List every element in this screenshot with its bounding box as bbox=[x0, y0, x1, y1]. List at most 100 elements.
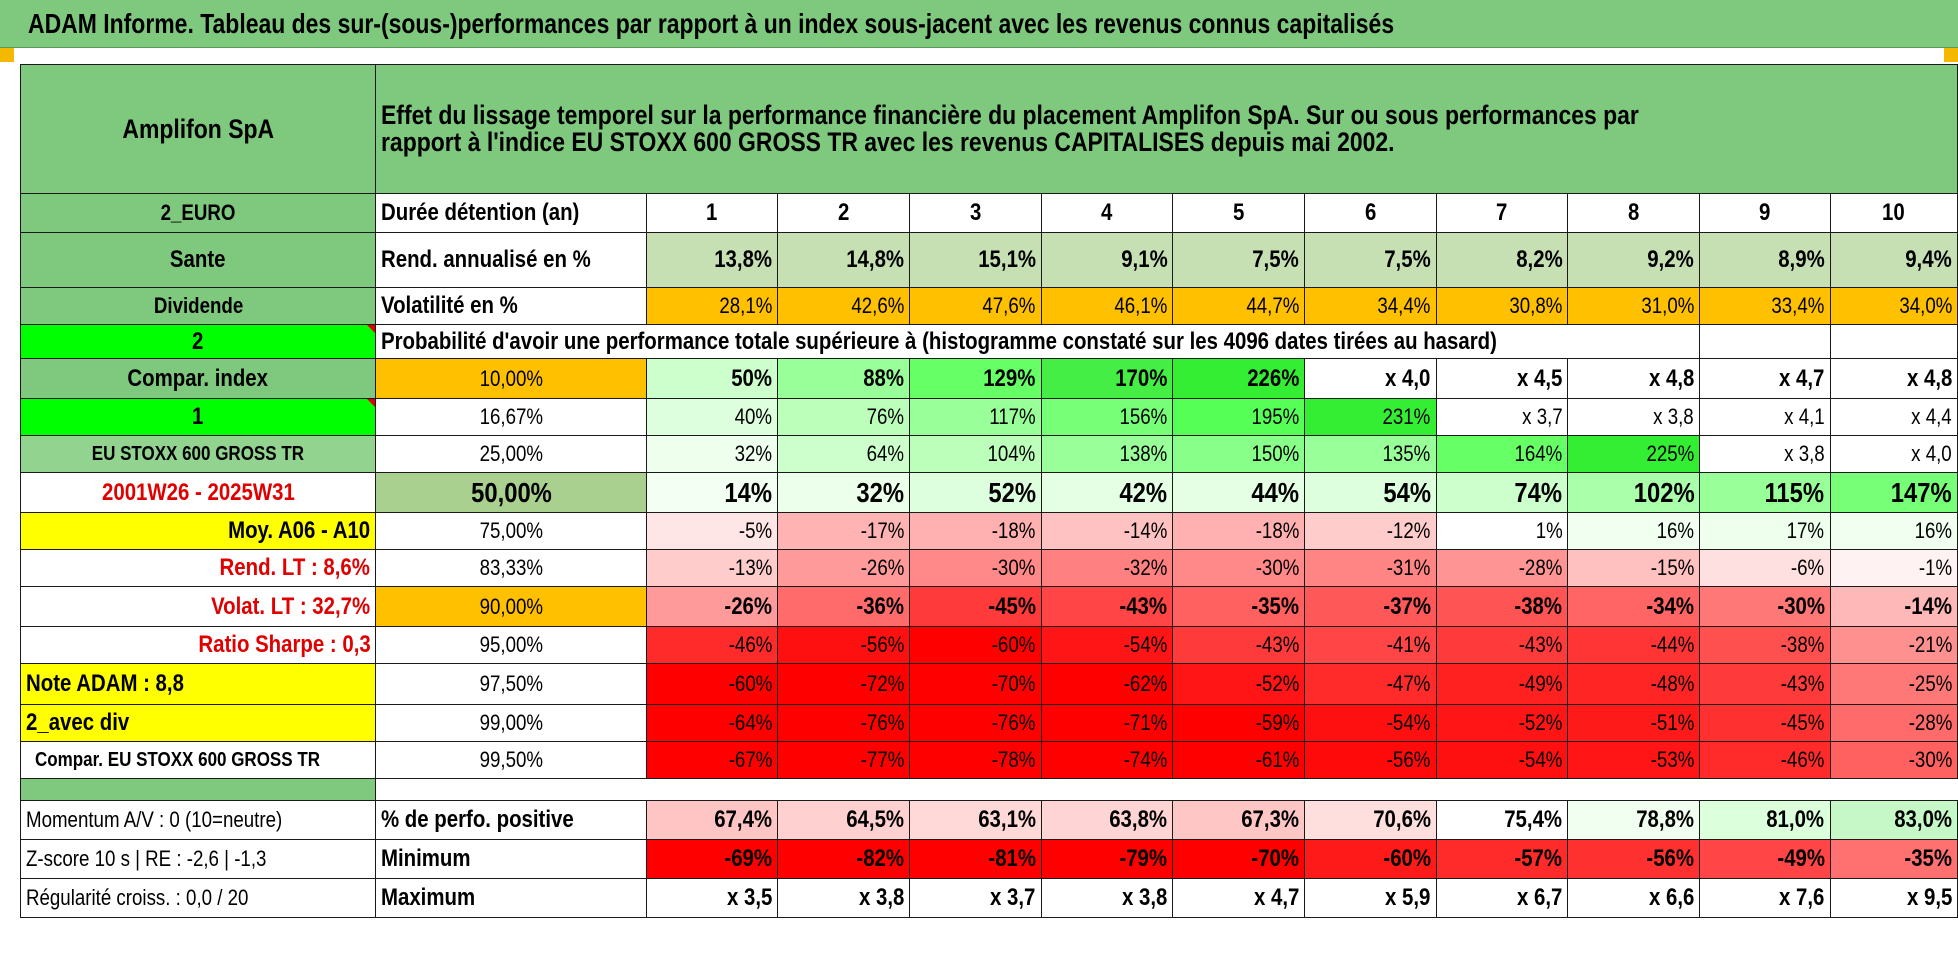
perf-cell: -60% bbox=[909, 626, 1042, 664]
perf-cell: -41% bbox=[1304, 626, 1437, 664]
perf-cell-text: -54% bbox=[1123, 632, 1168, 657]
prob-label: Probabilité d'avoir une performance tota… bbox=[375, 324, 1700, 359]
comment-marker bbox=[367, 325, 375, 333]
vol-label-text: Volatilité en % bbox=[381, 292, 519, 319]
pct-pos-cell: 81,0% bbox=[1699, 800, 1831, 840]
perf-cell: -53% bbox=[1567, 741, 1701, 779]
minimum-cell: -56% bbox=[1567, 839, 1701, 879]
dividend-label: Dividende bbox=[19, 287, 377, 325]
perf-cell: -38% bbox=[1435, 586, 1569, 627]
currency-label-text: 2_EURO bbox=[160, 200, 236, 225]
volat-lt-label: Volat. LT : 32,7% bbox=[19, 586, 377, 627]
perf-cell: 1% bbox=[1435, 512, 1569, 550]
right-edge-marker bbox=[1944, 48, 1958, 62]
perf-cell: -43% bbox=[1435, 626, 1569, 664]
vol-cell: 34,4% bbox=[1304, 287, 1437, 325]
perf-cell: 54% bbox=[1304, 472, 1437, 513]
perf-cell-text: -54% bbox=[1518, 747, 1563, 772]
pct-pos-cell-text: 78,8% bbox=[1636, 806, 1695, 833]
maximum-cell-text: x 5,9 bbox=[1385, 884, 1431, 911]
perf-cell: -30% bbox=[1829, 741, 1958, 779]
maximum-cell-text: x 3,8 bbox=[858, 884, 905, 911]
perf-cell: 129% bbox=[909, 358, 1042, 399]
vol-cell: 28,1% bbox=[645, 287, 779, 325]
perf-cell: 147% bbox=[1829, 472, 1958, 513]
minimum-cell: -60% bbox=[1304, 839, 1437, 879]
perf-cell-text: 170% bbox=[1115, 364, 1168, 392]
perf-cell-text: -18% bbox=[1255, 518, 1300, 543]
zscore-label-text: Z-score 10 s | RE : -2,6 | -1,3 bbox=[26, 846, 267, 871]
vol-cell-text: 28,1% bbox=[719, 293, 773, 318]
perf-cell-text: 135% bbox=[1382, 441, 1431, 466]
pct-pos-cell: 67,4% bbox=[645, 800, 779, 840]
value-1-cell-text: 1 bbox=[192, 403, 204, 430]
maximum-cell: x 3,8 bbox=[1040, 878, 1174, 918]
vol-cell: 46,1% bbox=[1040, 287, 1174, 325]
regularite-label: Régularité croiss. : 0,0 / 20 bbox=[19, 878, 377, 918]
title-bar: ADAM Informe. Tableau des sur-(sous-)per… bbox=[0, 0, 1958, 48]
perf-cell-text: 102% bbox=[1633, 476, 1695, 508]
rend-cell: 8,2% bbox=[1435, 232, 1569, 288]
perf-cell: -21% bbox=[1829, 626, 1958, 664]
minimum-cell-text: -49% bbox=[1776, 845, 1825, 872]
vol-cell: 30,8% bbox=[1435, 287, 1569, 325]
prob-label-text: Probabilité d'avoir une performance tota… bbox=[381, 327, 1498, 355]
perf-cell-text: 42% bbox=[1119, 476, 1168, 508]
perf-cell-text: -30% bbox=[1776, 592, 1825, 620]
perf-cell-text: 117% bbox=[989, 404, 1036, 429]
maximum-cell-text: x 3,5 bbox=[726, 884, 773, 911]
perf-cell: -77% bbox=[777, 741, 911, 779]
perf-cell: -67% bbox=[645, 741, 779, 779]
perf-cell-text: -77% bbox=[860, 747, 905, 772]
minimum-cell-text: -81% bbox=[988, 845, 1036, 872]
perf-row: 1 16,67% 40% 76% 117% 156% 195% 231% x 3,7 x 3,8 x… bbox=[19, 398, 1958, 436]
pct-pos-cell: 63,1% bbox=[909, 800, 1042, 840]
perf-cell: -14% bbox=[1829, 586, 1958, 627]
value-1-cell: 1 bbox=[19, 398, 377, 436]
perf-cell: -70% bbox=[909, 663, 1042, 705]
perf-cell: 14% bbox=[645, 472, 779, 513]
sharpe-label: Ratio Sharpe : 0,3 bbox=[19, 626, 377, 664]
perf-cell-text: -61% bbox=[1255, 747, 1300, 772]
perf-cell-text: -38% bbox=[1780, 632, 1825, 657]
perf-cell: x 4,4 bbox=[1829, 398, 1958, 436]
perf-cell: -38% bbox=[1699, 626, 1831, 664]
vol-label: Volatilité en % bbox=[375, 287, 647, 325]
perf-cell: 50% bbox=[645, 358, 779, 399]
perf-cell: -71% bbox=[1040, 704, 1174, 742]
perf-cell-text: -49% bbox=[1518, 671, 1563, 696]
percentile-cell: 95,00% bbox=[375, 626, 647, 664]
rend-cell-text: 7,5% bbox=[1384, 246, 1431, 273]
percentile-cell-text: 99,50% bbox=[479, 747, 543, 772]
rend-cell-text: 14,8% bbox=[846, 246, 905, 273]
pct-pos-cell-text: 64,5% bbox=[846, 806, 905, 833]
percentile-cell: 99,50% bbox=[375, 741, 647, 779]
perf-cell-text: 76% bbox=[866, 404, 905, 429]
perf-cell: -12% bbox=[1304, 512, 1437, 550]
pct-pos-cell-text: 81,0% bbox=[1766, 806, 1825, 833]
perf-cell-text: -46% bbox=[1780, 747, 1825, 772]
percentile-cell: 99,00% bbox=[375, 704, 647, 742]
perf-cell: x 4,5 bbox=[1435, 358, 1569, 399]
perf-cell-text: -17% bbox=[860, 518, 905, 543]
perf-cell-text: 156% bbox=[1119, 404, 1168, 429]
perf-cell: 117% bbox=[909, 398, 1042, 436]
perf-cell-text: -62% bbox=[1123, 671, 1168, 696]
perf-cell: 195% bbox=[1172, 398, 1306, 436]
perf-cell-text: 44% bbox=[1251, 476, 1300, 508]
pct-pos-cell: 64,5% bbox=[777, 800, 911, 840]
perf-cell-text: x 3,8 bbox=[1653, 404, 1695, 429]
left-edge-marker bbox=[0, 48, 14, 62]
company-name: Amplifon SpA bbox=[19, 64, 377, 194]
perf-cell: 32% bbox=[645, 435, 779, 473]
moy-label-text: Moy. A06 - A10 bbox=[228, 517, 371, 544]
perf-cell-text: -30% bbox=[1908, 747, 1952, 772]
perf-cell-text: 40% bbox=[734, 404, 773, 429]
pct-pos-label: % de perfo. positive bbox=[375, 800, 647, 840]
percentile-cell-text: 83,33% bbox=[479, 555, 543, 580]
perf-cell: -13% bbox=[645, 549, 779, 587]
perf-cell-text: -25% bbox=[1908, 671, 1952, 696]
rend-cell-text: 9,2% bbox=[1647, 246, 1695, 273]
perf-cell: -32% bbox=[1040, 549, 1174, 587]
perf-cell: -52% bbox=[1172, 663, 1306, 705]
